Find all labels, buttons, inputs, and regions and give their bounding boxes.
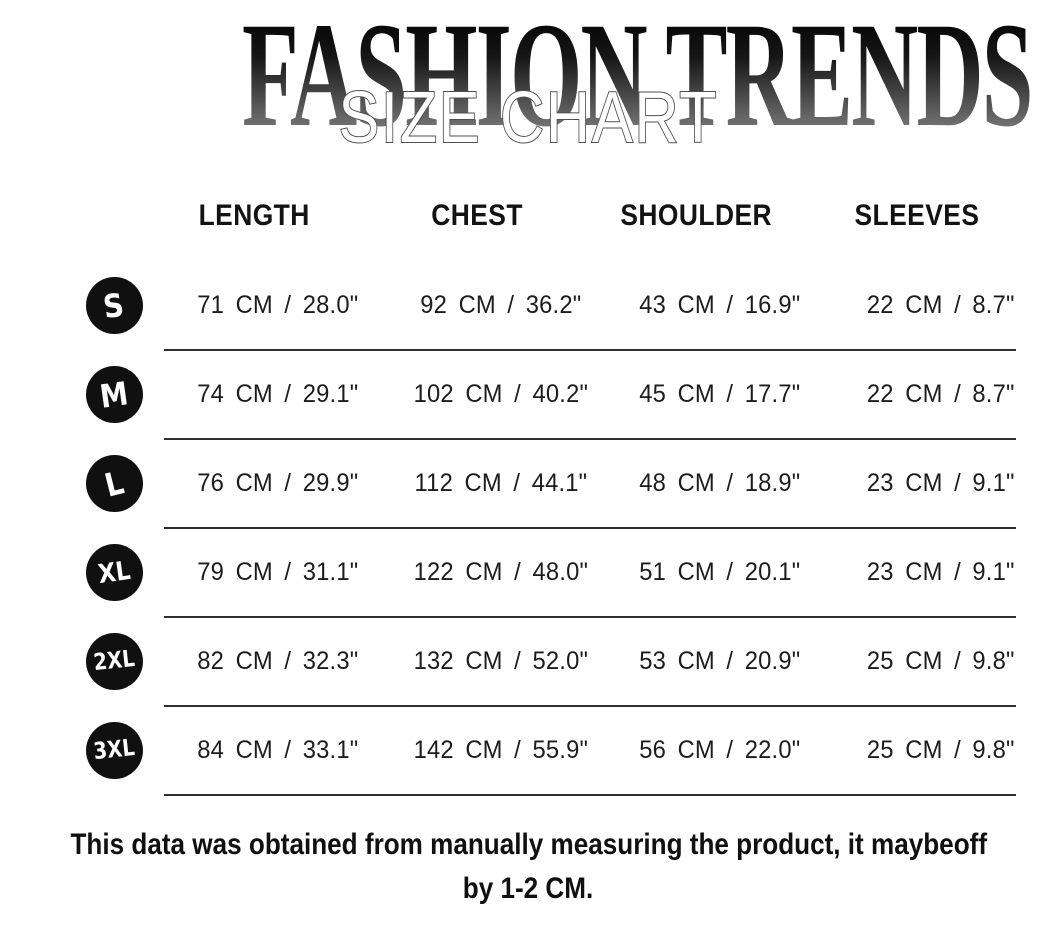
table-header-row: LENGTH CHEST SHOULDER SLEEVES [64, 180, 1052, 252]
cell-length: 71 CM / 28.0" [197, 291, 359, 319]
cell-sleeves: 23 CM / 9.1" [867, 558, 1015, 586]
size-badge: 2XL [86, 634, 142, 689]
size-badge: XL [86, 545, 142, 600]
row-divider [164, 705, 1016, 707]
size-badge-label: L [100, 462, 128, 505]
cell-sleeves: 23 CM / 9.1" [867, 469, 1015, 497]
table-row-3xl: 3XL 84 CM / 33.1" 142 CM / 55.9" 56 CM /… [64, 706, 1052, 796]
measurement-note: This data was obtained from manually mea… [0, 823, 1057, 911]
table-row-xl: XL 79 CM / 31.1" 122 CM / 48.0" 51 CM / … [64, 528, 1052, 618]
cell-sleeves: 22 CM / 8.7" [867, 380, 1015, 408]
column-header-chest: CHEST [431, 199, 523, 232]
row-divider [164, 616, 1016, 618]
cell-shoulder: 45 CM / 17.7" [639, 380, 801, 408]
cell-shoulder: 51 CM / 20.1" [639, 558, 801, 586]
size-badge-label: 2XL [92, 645, 136, 677]
cell-sleeves: 25 CM / 9.8" [867, 736, 1015, 764]
cell-chest: 122 CM / 48.0" [413, 558, 589, 586]
table-body: S 71 CM / 28.0" 92 CM / 36.2" 43 CM / 16… [64, 261, 1052, 796]
size-badge-label: XL [95, 555, 133, 590]
cell-shoulder: 53 CM / 20.9" [639, 647, 801, 675]
cell-sleeves: 22 CM / 8.7" [867, 291, 1015, 319]
row-divider [164, 349, 1016, 351]
size-badge-label: M [97, 373, 131, 416]
page-title-text: SIZE CHART [338, 78, 719, 158]
cell-length: 82 CM / 32.3" [197, 647, 359, 675]
cell-shoulder: 43 CM / 16.9" [639, 291, 801, 319]
cell-chest: 112 CM / 44.1" [414, 469, 588, 497]
cell-chest: 142 CM / 55.9" [413, 736, 589, 764]
size-badge-cell: S [64, 278, 164, 333]
cell-length: 79 CM / 31.1" [197, 558, 359, 586]
cell-length: 74 CM / 29.1" [197, 380, 359, 408]
table-row-l: L 76 CM / 29.9" 112 CM / 44.1" 48 CM / 1… [64, 439, 1052, 529]
column-header-length: LENGTH [198, 199, 310, 232]
row-divider [164, 438, 1016, 440]
size-badge-label: S [101, 285, 127, 326]
table-row-s: S 71 CM / 28.0" 92 CM / 36.2" 43 CM / 16… [64, 261, 1052, 351]
size-badge: S [86, 278, 142, 333]
table-row-2xl: 2XL 82 CM / 32.3" 132 CM / 52.0" 53 CM /… [64, 617, 1052, 707]
size-badge-cell: 3XL [64, 723, 164, 778]
note-line-1: This data was obtained from manually mea… [70, 828, 987, 861]
cell-shoulder: 56 CM / 22.0" [639, 736, 801, 764]
hero-header: FASHION TRENDS SIZE CHART [0, 0, 1057, 170]
column-header-shoulder: SHOULDER [620, 199, 772, 232]
size-table: LENGTH CHEST SHOULDER SLEEVES S 71 CM / … [64, 180, 1052, 796]
size-badge: M [86, 367, 142, 422]
cell-sleeves: 25 CM / 9.8" [867, 647, 1015, 675]
cell-length: 76 CM / 29.9" [197, 469, 359, 497]
cell-chest: 132 CM / 52.0" [413, 647, 589, 675]
size-badge-cell: M [64, 367, 164, 422]
cell-length: 84 CM / 33.1" [197, 736, 359, 764]
cell-shoulder: 48 CM / 18.9" [639, 469, 801, 497]
cell-chest: 102 CM / 40.2" [413, 380, 589, 408]
size-badge: 3XL [86, 723, 142, 778]
note-line-2: by 1-2 CM. [463, 872, 594, 905]
brand-title: FASHION TRENDS [241, 0, 1033, 158]
size-badge-cell: XL [64, 545, 164, 600]
column-header-sleeves: SLEEVES [854, 199, 980, 232]
row-divider [164, 527, 1016, 529]
size-badge-cell: 2XL [64, 634, 164, 689]
size-badge: L [86, 456, 142, 511]
cell-chest: 92 CM / 36.2" [420, 291, 582, 319]
size-badge-cell: L [64, 456, 164, 511]
page-title: SIZE CHART [0, 78, 1057, 158]
row-divider [164, 794, 1016, 796]
table-row-m: M 74 CM / 29.1" 102 CM / 40.2" 45 CM / 1… [64, 350, 1052, 440]
size-badge-label: 3XL [92, 734, 136, 766]
